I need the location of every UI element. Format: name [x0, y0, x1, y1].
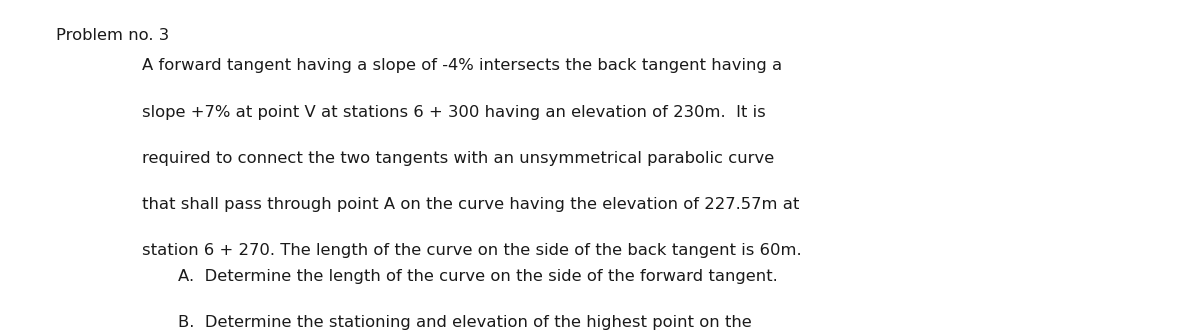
- Text: that shall pass through point A on the curve having the elevation of 227.57m at: that shall pass through point A on the c…: [142, 197, 799, 212]
- Text: B.  Determine the stationing and elevation of the highest point on the: B. Determine the stationing and elevatio…: [178, 315, 751, 330]
- Text: station 6 + 270. The length of the curve on the side of the back tangent is 60m.: station 6 + 270. The length of the curve…: [142, 243, 802, 258]
- Text: Problem no. 3: Problem no. 3: [56, 28, 169, 43]
- Text: required to connect the two tangents with an unsymmetrical parabolic curve: required to connect the two tangents wit…: [142, 151, 774, 166]
- Text: A.  Determine the length of the curve on the side of the forward tangent.: A. Determine the length of the curve on …: [178, 269, 778, 284]
- Text: slope +7% at point V at stations 6 + 300 having an elevation of 230m.  It is: slope +7% at point V at stations 6 + 300…: [142, 105, 766, 120]
- Text: A forward tangent having a slope of -4% intersects the back tangent having a: A forward tangent having a slope of -4% …: [142, 58, 781, 73]
